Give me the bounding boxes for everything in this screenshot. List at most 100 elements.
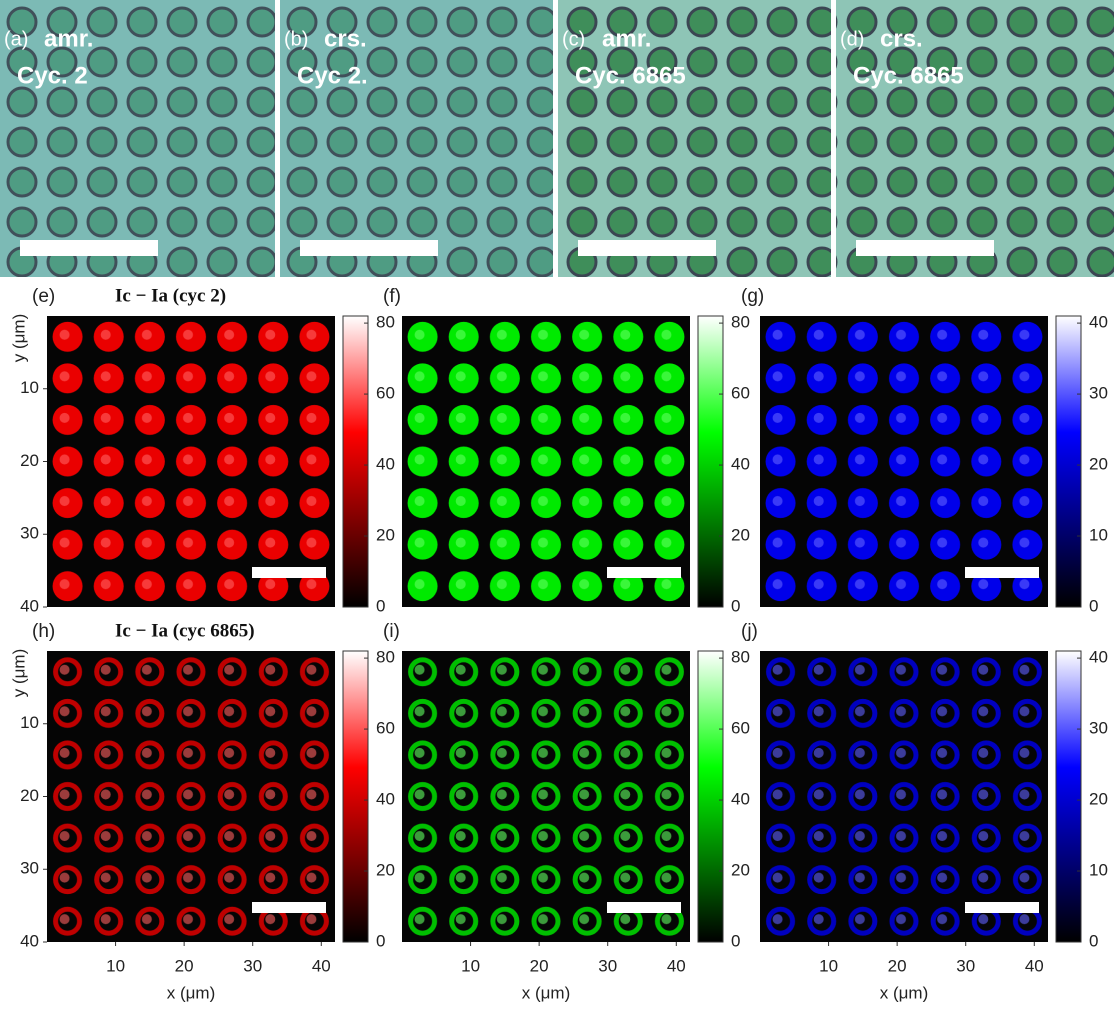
colorbar (697, 650, 724, 943)
panel-label: (g) (741, 286, 764, 307)
x-axis-label: x (μm) (167, 983, 216, 1002)
photo-text: crs. (880, 25, 923, 52)
x-tick-label: 30 (956, 956, 975, 975)
colorbar-tick-label: 0 (376, 931, 385, 950)
y-tick-label: 30 (20, 859, 39, 878)
colorbar-tick-label: 40 (1089, 648, 1108, 667)
photo-row: (a) amr. Cyc. 2 (b) crs. Cyc 2. (c) amr. Cyc. 68… (0, 0, 1114, 277)
colorbar (1055, 650, 1082, 943)
heatmap (760, 316, 1048, 607)
y-tick-label: 30 (20, 524, 39, 543)
photo-text: crs. (324, 25, 367, 52)
photo-text: Cyc. 2 (17, 62, 88, 89)
panel-label: (f) (383, 286, 401, 307)
y-axis-label: y (μm) (9, 314, 28, 363)
y-tick-label: 10 (20, 713, 39, 732)
colorbar (342, 650, 369, 943)
colorbar (1055, 315, 1082, 608)
x-tick-label: 20 (530, 956, 549, 975)
y-tick-label: 10 (20, 378, 39, 397)
panel-label: (j) (741, 621, 758, 642)
colorbar-tick-label: 20 (1089, 455, 1108, 474)
colorbar (697, 315, 724, 608)
colorbar-tick-label: 10 (1089, 861, 1108, 880)
photo (0, 0, 275, 277)
heatmap (760, 651, 1048, 942)
colorbar-tick-label: 40 (376, 790, 395, 809)
panel-label: (d) (840, 28, 864, 50)
scale-bar (300, 240, 438, 256)
colorbar-tick-label: 60 (731, 384, 750, 403)
colorbar-tick-label: 80 (376, 648, 395, 667)
y-tick-label: 20 (20, 786, 39, 805)
y-axis-label: y (μm) (9, 649, 28, 698)
colorbar-tick-label: 10 (1089, 526, 1108, 545)
colorbar-tick-label: 20 (731, 861, 750, 880)
scale-bar (252, 902, 326, 913)
x-axis-label: x (μm) (522, 983, 571, 1002)
scale-bar (607, 902, 681, 913)
y-tick-label: 40 (20, 596, 39, 615)
y-tick-label: 20 (20, 451, 39, 470)
colorbar-tick-label: 60 (731, 719, 750, 738)
x-tick-label: 20 (888, 956, 907, 975)
x-tick-label: 30 (598, 956, 617, 975)
photo-text: amr. (602, 25, 651, 52)
scale-bar (965, 567, 1039, 578)
colorbar-tick-label: 80 (376, 313, 395, 332)
colorbar-tick-label: 20 (376, 861, 395, 880)
colorbar-tick-label: 0 (731, 931, 740, 950)
colorbar-tick-label: 80 (731, 648, 750, 667)
colorbar-tick-label: 30 (1089, 384, 1108, 403)
map-title: Ic − Ia (cyc 6865) (115, 620, 255, 641)
photo-text: Cyc. 6865 (853, 62, 964, 89)
colorbar-tick-label: 0 (376, 596, 385, 615)
colorbar-tick-label: 40 (376, 455, 395, 474)
colorbar-tick-label: 80 (731, 313, 750, 332)
colorbar-tick-label: 0 (1089, 931, 1098, 950)
colorbar-tick-label: 0 (731, 596, 740, 615)
panel-label: (c) (562, 28, 585, 50)
x-tick-label: 10 (106, 956, 125, 975)
colorbar-tick-label: 20 (1089, 790, 1108, 809)
scale-bar (578, 240, 716, 256)
photo (280, 0, 553, 277)
colorbar-tick-label: 20 (376, 526, 395, 545)
map-grid: Ic − Ia (cyc 2) (e) 0 20 40 60 80 10 20 30 40 y (μm… (9, 285, 1107, 1002)
colorbar-tick-label: 40 (731, 790, 750, 809)
x-tick-label: 30 (243, 956, 262, 975)
photo (558, 0, 831, 277)
photo (836, 0, 1114, 277)
scale-bar (856, 240, 994, 256)
colorbar-tick-label: 40 (1089, 313, 1108, 332)
scale-bar (20, 240, 158, 256)
scale-bar (607, 567, 681, 578)
map-title: Ic − Ia (cyc 2) (115, 285, 226, 306)
colorbar-tick-label: 0 (1089, 596, 1098, 615)
x-tick-label: 20 (175, 956, 194, 975)
panel-label: (i) (383, 621, 400, 642)
photo-text: amr. (44, 25, 93, 52)
x-axis-label: x (μm) (880, 983, 929, 1002)
panel-label: (a) (4, 28, 28, 50)
heatmap (402, 651, 690, 942)
x-tick-label: 40 (1025, 956, 1044, 975)
x-tick-label: 10 (461, 956, 480, 975)
colorbar-tick-label: 60 (376, 384, 395, 403)
scale-bar (252, 567, 326, 578)
panel-label: (b) (284, 28, 308, 50)
x-tick-label: 40 (667, 956, 686, 975)
photo-text: Cyc 2. (297, 62, 368, 89)
panel-label: (e) (32, 286, 55, 307)
scale-bar (965, 902, 1039, 913)
panel-label: (h) (32, 621, 55, 642)
colorbar-tick-label: 40 (731, 455, 750, 474)
heatmap (402, 316, 690, 607)
y-tick-label: 40 (20, 931, 39, 950)
photo-text: Cyc. 6865 (575, 62, 686, 89)
x-tick-label: 10 (819, 956, 838, 975)
colorbar-tick-label: 20 (731, 526, 750, 545)
colorbar-tick-label: 30 (1089, 719, 1108, 738)
x-tick-label: 40 (312, 956, 331, 975)
